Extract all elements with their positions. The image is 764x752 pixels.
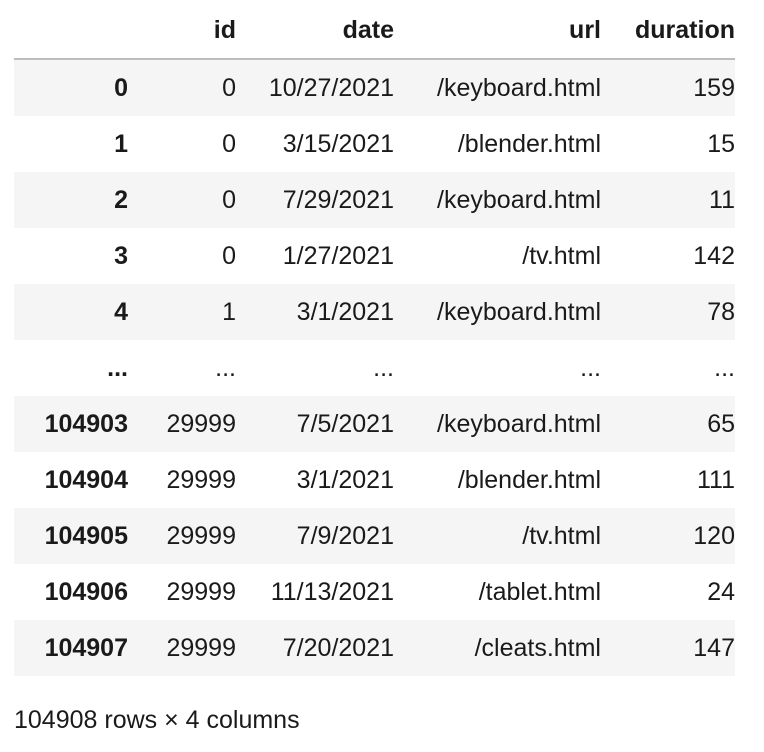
cell-url: /tv.html xyxy=(394,508,601,564)
cell-date: 7/5/2021 xyxy=(236,396,394,452)
row-index: 104906 xyxy=(44,577,128,606)
cell-duration: 24 xyxy=(707,577,735,606)
cell-id: 29999 xyxy=(128,396,236,452)
table-row: 0 0 10/27/2021 /keyboard.html 159 xyxy=(14,59,735,116)
row-index: 104904 xyxy=(44,465,128,494)
cell-duration: 65 xyxy=(601,396,735,452)
cell-url: /keyboard.html xyxy=(394,284,601,340)
cell-date: 7/9/2021 xyxy=(236,508,394,564)
cell-url: /keyboard.html xyxy=(394,59,601,116)
cell-date: 7/29/2021 xyxy=(236,172,394,228)
table-row: 104906 29999 11/13/2021 /tablet.html 24 xyxy=(14,564,735,620)
cell-id: 0 xyxy=(222,129,236,158)
cell-id: 0 xyxy=(128,59,236,116)
cell-id: 29999 xyxy=(166,465,236,494)
row-index: 0 xyxy=(14,59,128,116)
row-index: ... xyxy=(107,353,128,382)
table-row: 4 1 3/1/2021 /keyboard.html 78 xyxy=(14,284,735,340)
cell-duration: 111 xyxy=(696,465,735,494)
dataframe-table: id date url duration 0 0 10/27/2021 /key… xyxy=(14,2,735,676)
cell-date: ... xyxy=(373,353,394,382)
table-header: id date url duration xyxy=(14,2,735,60)
cell-duration: 120 xyxy=(601,508,735,564)
table-row: 1 0 3/15/2021 /blender.html 15 xyxy=(14,116,735,172)
table-row: 104904 29999 3/1/2021 /blender.html 111 xyxy=(14,452,735,508)
cell-id: 0 xyxy=(128,172,236,228)
cell-id: 29999 xyxy=(166,577,236,606)
column-header-duration: duration xyxy=(601,2,735,60)
row-index: 104905 xyxy=(14,508,128,564)
cell-id: 29999 xyxy=(128,508,236,564)
cell-id: 1 xyxy=(128,284,236,340)
cell-id: 29999 xyxy=(128,620,236,676)
cell-url: /blender.html xyxy=(457,465,601,494)
table-row: 104905 29999 7/9/2021 /tv.html 120 xyxy=(14,508,735,564)
row-index: 4 xyxy=(14,284,128,340)
cell-url: /keyboard.html xyxy=(394,396,601,452)
row-index: 104903 xyxy=(14,396,128,452)
index-column-header xyxy=(14,2,128,60)
table-row: 104903 29999 7/5/2021 /keyboard.html 65 xyxy=(14,396,735,452)
table-row: 3 0 1/27/2021 /tv.html 142 xyxy=(14,228,735,284)
cell-duration: 78 xyxy=(601,284,735,340)
cell-url: ... xyxy=(580,353,601,382)
ellipsis-row: ... ... ... ... ... xyxy=(14,340,735,396)
cell-duration: 11 xyxy=(601,172,735,228)
column-header-url: url xyxy=(394,2,601,60)
cell-duration: ... xyxy=(714,353,735,382)
cell-url: /cleats.html xyxy=(394,620,601,676)
cell-date: 3/15/2021 xyxy=(282,129,394,158)
cell-date: 1/27/2021 xyxy=(282,241,394,270)
cell-url: /tv.html xyxy=(522,241,601,270)
column-header-id: id xyxy=(128,2,236,60)
cell-duration: 159 xyxy=(601,59,735,116)
cell-url: /tablet.html xyxy=(478,577,601,606)
header-row: id date url duration xyxy=(14,2,735,60)
cell-url: /blender.html xyxy=(457,129,601,158)
cell-duration: 147 xyxy=(601,620,735,676)
table-body: 0 0 10/27/2021 /keyboard.html 159 1 0 3/… xyxy=(14,59,735,676)
table-row: 2 0 7/29/2021 /keyboard.html 11 xyxy=(14,172,735,228)
table-row: 104907 29999 7/20/2021 /cleats.html 147 xyxy=(14,620,735,676)
cell-date: 3/1/2021 xyxy=(236,284,394,340)
cell-duration: 15 xyxy=(707,129,735,158)
cell-date: 3/1/2021 xyxy=(296,465,394,494)
cell-id: 0 xyxy=(222,241,236,270)
row-index: 3 xyxy=(114,241,128,270)
column-header-date: date xyxy=(236,2,394,60)
row-index: 2 xyxy=(14,172,128,228)
cell-date: 11/13/2021 xyxy=(270,577,394,606)
table-shape-caption: 104908 rows × 4 columns xyxy=(14,706,300,734)
cell-duration: 142 xyxy=(693,241,735,270)
cell-date: 10/27/2021 xyxy=(236,59,394,116)
cell-url: /keyboard.html xyxy=(394,172,601,228)
row-index: 104907 xyxy=(14,620,128,676)
cell-id: ... xyxy=(215,353,236,382)
row-index: 1 xyxy=(114,129,128,158)
cell-date: 7/20/2021 xyxy=(236,620,394,676)
